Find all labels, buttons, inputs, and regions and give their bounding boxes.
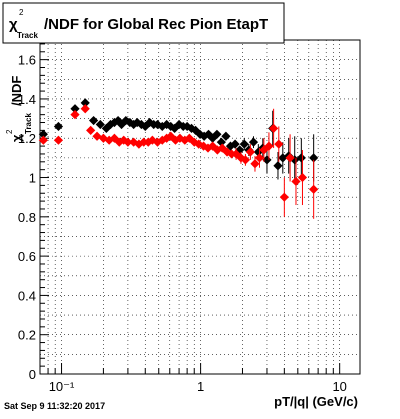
data-point xyxy=(250,159,260,169)
data-point xyxy=(274,139,284,149)
data-point xyxy=(38,135,48,145)
x-tick-label: 1 xyxy=(197,379,204,394)
y-tick-label: 1.4 xyxy=(18,92,36,107)
data-point xyxy=(253,147,263,157)
axes: 0 0.2 0.4 0.6 0.8 1 1.2 1.4 1.6 10⁻¹ 1 10 xyxy=(18,43,347,394)
data-point xyxy=(88,115,99,126)
data-point xyxy=(70,104,80,114)
series-0 xyxy=(38,98,319,184)
data-point xyxy=(70,110,80,120)
data-point xyxy=(92,131,102,141)
plot-area xyxy=(38,98,319,219)
data-point xyxy=(240,155,251,165)
data-point xyxy=(239,139,249,149)
data-point xyxy=(53,121,64,132)
data-point xyxy=(264,141,274,151)
data-point xyxy=(296,153,306,163)
data-point xyxy=(80,98,90,108)
data-point xyxy=(309,184,319,194)
data-point xyxy=(309,153,319,163)
y-axis-title-sup: 2 xyxy=(5,129,14,134)
x-axis-title: pT/|q| (GeV/c) xyxy=(274,394,358,409)
y-tick-label: 1.6 xyxy=(18,53,36,68)
title-sub: Track xyxy=(17,31,38,40)
y-axis-title-chi: χ xyxy=(9,134,24,142)
data-point xyxy=(216,137,226,147)
data-point xyxy=(38,129,48,139)
data-point xyxy=(285,153,295,163)
data-point xyxy=(254,153,265,163)
y-tick-label: 1.2 xyxy=(18,131,36,146)
data-point xyxy=(212,129,222,139)
data-point xyxy=(230,139,240,149)
y-tick-label: 0.4 xyxy=(18,288,36,303)
y-tick-label: 0.8 xyxy=(18,210,36,225)
data-point xyxy=(279,192,289,202)
title-chi: χ xyxy=(9,16,18,33)
x-tick-label: 10⁻¹ xyxy=(49,379,75,394)
data-point xyxy=(297,172,308,183)
title-box: χ 2 Track /NDF for Global Rec Pion EtapT xyxy=(2,2,285,44)
data-point xyxy=(95,119,105,130)
chart-title: /NDF for Global Rec Pion EtapT xyxy=(44,16,268,33)
data-point xyxy=(123,137,133,147)
y-tick-label: 0.2 xyxy=(18,328,36,343)
y-axis-title: χ 2 Track /NDF xyxy=(5,76,33,142)
y-axis-title-sub: Track xyxy=(24,113,33,134)
data-point xyxy=(291,176,301,187)
x-tick-label: 10 xyxy=(332,379,346,394)
series-1 xyxy=(38,104,319,219)
data-point xyxy=(245,147,255,157)
data-point xyxy=(80,104,90,114)
data-point xyxy=(86,125,96,135)
timestamp: Sat Sep 9 11:32:20 2017 xyxy=(4,401,105,411)
data-point xyxy=(269,123,279,134)
y-tick-label: 0 xyxy=(29,367,36,382)
y-axis-title-rest: /NDF xyxy=(9,76,24,106)
data-point xyxy=(273,161,283,171)
y-tick-label: 0.6 xyxy=(18,249,36,264)
y-tick-label: 1 xyxy=(29,171,36,186)
data-point xyxy=(109,133,120,143)
data-point xyxy=(248,137,259,147)
title-sup: 2 xyxy=(19,8,24,17)
data-point xyxy=(53,135,64,145)
data-point xyxy=(221,131,231,141)
